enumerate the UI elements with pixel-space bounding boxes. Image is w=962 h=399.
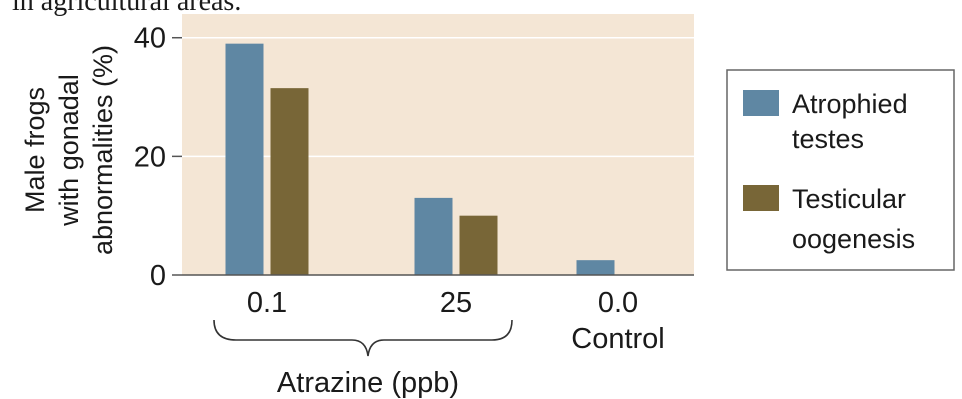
group-bracket <box>213 319 513 357</box>
bar-testicular-oogenesis-25 <box>459 215 498 275</box>
legend-swatch-testicular-oogenesis <box>743 185 779 211</box>
bar-testicular-oogenesis-0.1 <box>270 88 309 275</box>
ytick-label-20: 20 <box>134 141 166 173</box>
ytick-label-0: 0 <box>150 260 166 292</box>
ytick-label-40: 40 <box>134 23 166 55</box>
legend: Atrophied testes Testicular oogenesis <box>726 69 955 271</box>
y-axis-label: Male frogs with gonadal abnormalities (%… <box>20 45 118 255</box>
group-bracket-label: Atrazine (ppb) <box>277 367 459 399</box>
bar-atrophied-testes-0.0 <box>576 260 615 275</box>
bar-atrophied-testes-25 <box>414 197 453 275</box>
ylabel-line-2: with gonadal <box>54 74 84 227</box>
y-ticks: 0 20 40 <box>134 23 182 292</box>
xtick-label-2: 0.0 <box>598 287 638 319</box>
xtick-label-0: 0.1 <box>247 287 287 319</box>
x-ticks: 0.1 25 0.0 Control <box>247 287 665 355</box>
legend-label-0-line-2: testes <box>792 124 864 154</box>
caption-fragment: in agricultural areas. <box>12 0 241 17</box>
gridlines <box>182 36 694 158</box>
legend-label-1-line-1: Testicular <box>792 184 906 214</box>
bar-atrophied-testes-0.1 <box>225 43 264 276</box>
bars <box>225 43 615 276</box>
legend-label-1-line-2: oogenesis <box>792 224 915 254</box>
ylabel-line-3: abnormalities (%) <box>88 45 118 255</box>
legend-label-0-line-1: Atrophied <box>792 89 908 119</box>
xtick-label-1: 25 <box>440 287 472 319</box>
ylabel-line-1: Male frogs <box>20 87 50 213</box>
xtick-sublabel-2: Control <box>571 323 665 355</box>
legend-swatch-atrophied-testes <box>743 90 779 116</box>
